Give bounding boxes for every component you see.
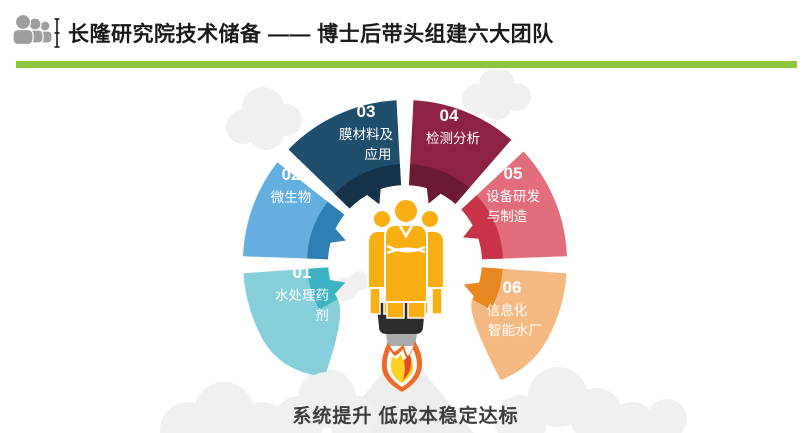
segment-number: 06 — [503, 278, 522, 297]
cloud-bottom-left — [160, 382, 288, 433]
segment-number: 04 — [440, 106, 459, 125]
crossed-arms — [386, 225, 426, 255]
segment-text-line: 微生物 — [271, 190, 312, 205]
cloud-bottom-center-front — [274, 372, 377, 433]
segment-text-line: 应用 — [365, 146, 392, 162]
segment-number: 05 — [504, 164, 523, 183]
pedestal-base-gray — [386, 334, 417, 346]
segment-band-06 — [463, 267, 503, 310]
bottom-caption: 系统提升 低成本稳定达标 — [292, 406, 519, 427]
segment-label-02: 02 微生物 — [271, 165, 312, 205]
figure-leg — [431, 285, 443, 315]
team-member-front — [384, 198, 428, 319]
segment-band-02 — [307, 201, 346, 260]
figure-leg — [369, 285, 381, 315]
segment-label-04: 04 检测分析 — [426, 106, 480, 146]
segment-text-line: 剂 — [315, 308, 329, 323]
green-divider — [16, 61, 797, 68]
cloud-top-right — [462, 70, 531, 120]
cloud-bottom-right — [495, 367, 687, 433]
segment-number: 01 — [293, 263, 312, 282]
cloud-puff — [248, 114, 284, 150]
segment-text-line: 设备研发 — [486, 188, 540, 204]
segment-text-line: 膜材料及 — [339, 127, 393, 142]
figure-head — [393, 198, 419, 224]
segment-band-01 — [307, 267, 346, 310]
segment-band-05 — [461, 195, 503, 260]
cloud-top-left — [226, 87, 302, 150]
segment-number: 02 — [282, 165, 301, 184]
slide-header: 长隆研究院技术储备 —— 博士后带头组建六大团队 — [12, 10, 801, 56]
rocket-flame-red — [403, 355, 411, 380]
cloud-puff — [608, 402, 656, 433]
segment-text-line: 检测分析 — [426, 131, 480, 146]
segment-text-line: 信息化 — [487, 302, 528, 318]
segment-number: 03 — [357, 102, 376, 121]
figure-head — [420, 209, 440, 229]
slide-title: 长隆研究院技术储备 —— 博士后带头组建六大团队 — [68, 23, 554, 46]
text-cursor-icon — [54, 18, 60, 48]
segment-band-03 — [334, 164, 401, 209]
segment-band-04 — [409, 164, 470, 204]
cloud-puff — [482, 90, 512, 120]
cloud-puff — [349, 271, 369, 291]
segment-text-line: 水处理药 — [275, 288, 329, 303]
people-group-icon — [12, 13, 60, 48]
cloud-puff — [329, 395, 377, 433]
figure-head — [372, 209, 392, 229]
segment-text-line: 智能水厂 — [488, 323, 542, 338]
cloud-puff — [647, 399, 687, 433]
segment-text-line: 与制造 — [487, 209, 528, 224]
figure-body — [384, 224, 428, 303]
